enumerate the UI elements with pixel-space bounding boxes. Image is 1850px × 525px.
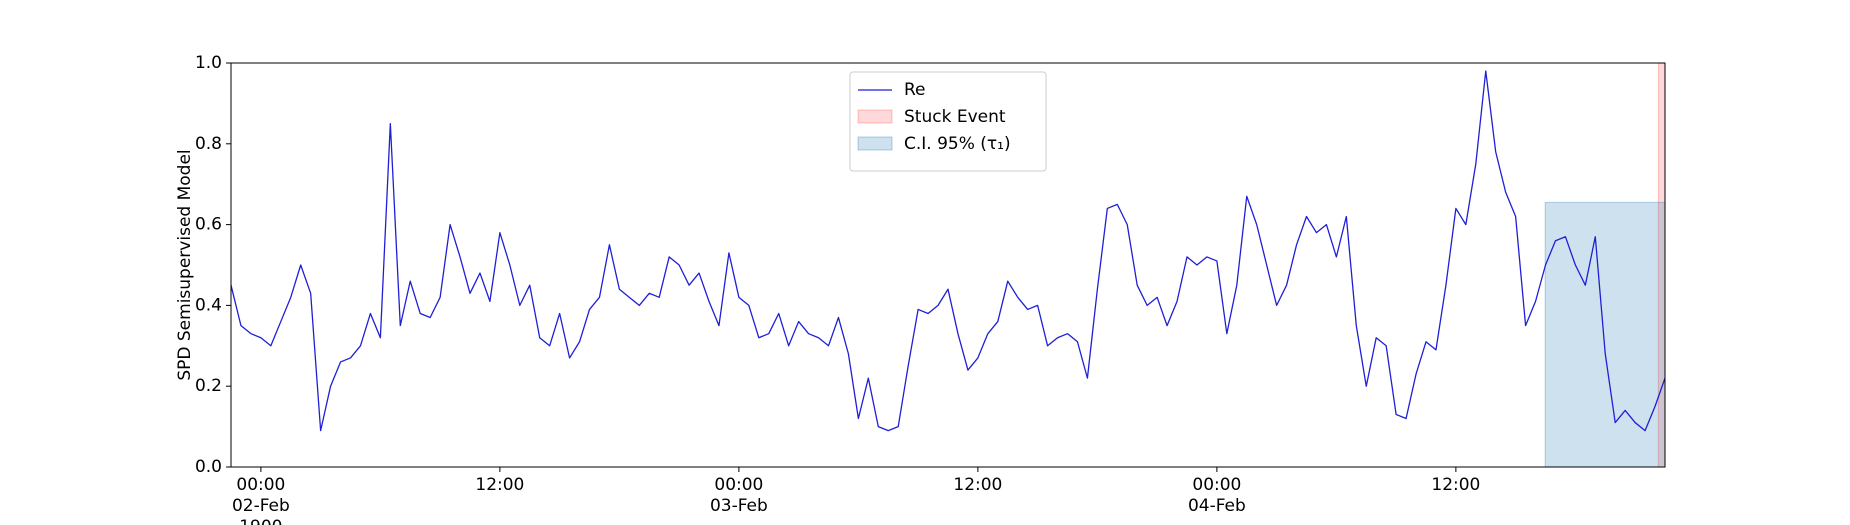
y-tick-label: 0.6 [195, 215, 222, 235]
x-tick-label: 12:00 [1431, 475, 1480, 495]
legend-label: C.I. 95% (τ₁) [904, 134, 1011, 154]
legend-label: Stuck Event [904, 107, 1006, 127]
legend-swatch [857, 109, 893, 124]
y-tick-label: 0.2 [195, 376, 222, 396]
y-axis-label: SPD Semisupervised Model [175, 149, 195, 380]
x-tick-label: 12:00 [475, 475, 524, 495]
plot-frame [230, 62, 1666, 468]
x-tick-label: 00:00 04-Feb [1188, 475, 1246, 516]
x-tick-label: 00:00 03-Feb [710, 475, 768, 516]
y-tick-label: 0.8 [195, 134, 222, 154]
y-tick-label: 0.0 [195, 457, 222, 477]
y-tick-label: 1.0 [195, 53, 222, 73]
y-tick-label: 0.4 [195, 295, 222, 315]
legend-box [849, 71, 1047, 172]
legend: Re Stuck Event C.I. 95% (τ₁) [849, 71, 1047, 172]
x-tick-label: 12:00 [953, 475, 1002, 495]
legend-label: Re [904, 80, 926, 100]
legend-swatch [857, 136, 893, 151]
data-line [230, 70, 1666, 432]
